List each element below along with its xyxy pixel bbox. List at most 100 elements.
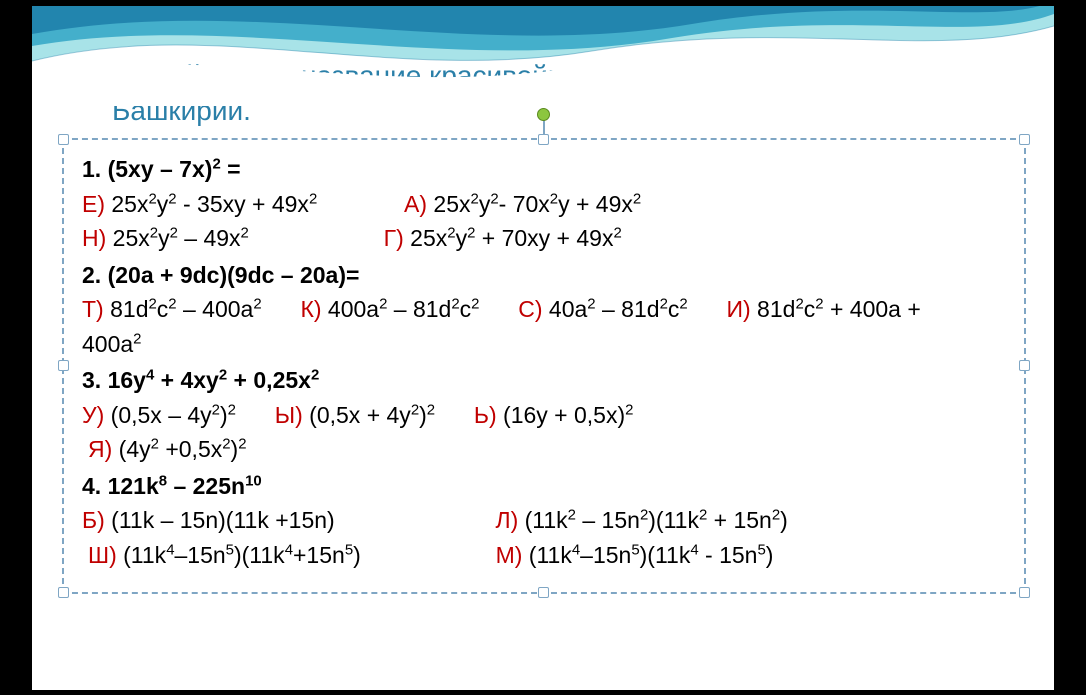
q1-n-s3: 2 [241,224,249,241]
q3-u-letter: У) [82,402,104,428]
q3-row1: У) (0,5x – 4y2)2 Ы) (0,5x + 4y2)2 Ь) (16… [82,398,1006,433]
q1-a-s2: 2 [490,190,498,207]
q2-c-s2: 2 [660,295,668,312]
q1-prompt: 1. (5xy – 7x)2 = [82,152,1006,187]
q1-a-letter: А) [404,191,427,217]
q1-e-t1: 25x [105,191,148,217]
q1-n-letter: Н) [82,225,106,251]
q1-row-ng: Н) 25x2y2 – 49x2 Г) 25x2y2 + 70xy + 49x2 [82,221,1006,256]
q2-c-t1: 40a [543,296,588,322]
q4-ps1: 8 [159,472,167,489]
q3-u-t1: (0,5x – 4y [104,402,211,428]
resize-handle-tm[interactable] [538,134,549,145]
q3-ss-t1: (16y + 0,5x) [497,402,625,428]
q4-l-s4: 2 [772,506,780,523]
q3-yi-t2: ) [419,402,427,428]
q1-n-t2: y [158,225,170,251]
q4-l-t2: – 15n [576,507,640,533]
q4-m-t2: –15n [580,542,631,568]
resize-handle-br[interactable] [1019,587,1030,598]
q2-t-t3: – 400a [177,296,254,322]
q4-row1: Б) (11k – 15n)(11k +15n) Л) (11k2 – 15n2… [82,503,1006,538]
resize-handle-tr[interactable] [1019,134,1030,145]
q2-wrap: 400a2 [82,327,1006,362]
q3-ya-t2: +0,5x [159,436,222,462]
q4-ps2: 10 [245,472,262,489]
q4-m-letter: М) [496,542,523,568]
q1-a-s3: 2 [550,190,558,207]
q1-g-s1: 2 [447,224,455,241]
q4-sh-t5: ) [353,542,361,568]
q2-i-s1: 2 [795,295,803,312]
q3-prompt: 3. 16y4 + 4xy2 + 0,25x2 [82,363,1006,398]
q1-a-t1: 25x [427,191,470,217]
q3-ps2: 2 [219,366,227,383]
q4-sh-letter: Ш) [88,542,117,568]
q4-sh-s4: 5 [345,541,353,558]
resize-handle-bl[interactable] [58,587,69,598]
q1-e-t3: - 35xy + 49x [177,191,309,217]
q2-wrap-t: 400a [82,331,133,357]
question-3: 3. 16y4 + 4xy2 + 0,25x2 У) (0,5x – 4y2)2… [82,363,1006,467]
question-1: 1. (5xy – 7x)2 = Е) 25x2y2 - 35xy + 49x2… [82,152,1006,256]
q4-m-t4: - 15n [699,542,758,568]
q4-l-t3: )(11k [648,507,699,533]
resize-handle-bm[interactable] [538,587,549,598]
q1-a-s4: 2 [633,190,641,207]
content-textbox[interactable]: 1. (5xy – 7x)2 = Е) 25x2y2 - 35xy + 49x2… [62,138,1026,594]
q4-prompt: 4. 121k8 – 225n10 [82,469,1006,504]
q2-k-t1: 400a [322,296,380,322]
resize-handle-mr[interactable] [1019,360,1030,371]
q4-sh-s1: 4 [166,541,174,558]
q3-row2: Я) (4y2 +0,5x2)2 [82,432,1006,467]
q4-m-t3: )(11k [640,542,691,568]
q2-t-s2: 2 [168,295,176,312]
resize-handle-tl[interactable] [58,134,69,145]
q3-yi-t1: (0,5x + 4y [303,402,411,428]
q1-eq: = [221,156,241,182]
q1-row-ea: Е) 25x2y2 - 35xy + 49x2 А) 25x2y2- 70x2y… [82,187,1006,222]
q1-e-s2: 2 [168,190,176,207]
q2-options-row: Т) 81d2c2 – 400a2 К) 400a2 – 81d2c2 С) 4… [82,292,1006,327]
rotate-handle[interactable] [537,108,550,121]
q1-g-letter: Г) [384,225,404,251]
resize-handle-ml[interactable] [58,360,69,371]
q1-a-t2: y [479,191,491,217]
q1-g-t1: 25x [404,225,447,251]
q4-row2: Ш) (11k4–15n5)(11k4+15n5) М) (11k4–15n5)… [82,538,1006,573]
q2-c-t3: c [668,296,680,322]
q1-expr: (5xy – 7x) [108,156,213,182]
q2-t-t2: c [157,296,169,322]
q4-l-t4: + 15n [707,507,772,533]
q4-m-t5: ) [766,542,774,568]
question-4: 4. 121k8 – 225n10 Б) (11k – 15n)(11k +15… [82,469,1006,573]
title-line-1: Угадай слово: название красивейшего водо… [112,58,1026,93]
q2-text: (20a + 9dc)(9dc – 20a)= [101,262,359,288]
q4-b-letter: Б) [82,507,105,533]
q1-n-t3: – 49x [178,225,241,251]
q3-u-s1: 2 [212,401,220,418]
q3-ss-letter: Ь) [474,402,497,428]
q2-k-s2: 2 [451,295,459,312]
q4-l-t1: (11k [518,507,567,533]
q2-i-t1: 81d [751,296,796,322]
q4-b-text: (11k – 15n)(11k +15n) [105,507,335,533]
q4-m-t1: (11k [522,542,571,568]
q4-pt2: – 225n [167,473,245,499]
q1-g-s3: 2 [613,224,621,241]
q4-sh-t3: )(11k [234,542,285,568]
q4-l-letter: Л) [495,507,518,533]
q4-sh-t1: (11k [117,542,166,568]
q3-ya-t1: (4y [112,436,150,462]
q2-k-t3: c [460,296,472,322]
q1-e-s1: 2 [148,190,156,207]
q3-u-s2: 2 [228,401,236,418]
q4-m-s1: 4 [572,541,580,558]
q2-k-letter: К) [300,296,321,322]
q1-e-letter: Е) [82,191,105,217]
q2-c-t2: – 81d [596,296,660,322]
q4-sh-t2: –15n [175,542,226,568]
q1-g-t3: + 70xy + 49x [475,225,613,251]
q3-yi-letter: Ы) [275,402,303,428]
q4-l-s1: 2 [568,506,576,523]
